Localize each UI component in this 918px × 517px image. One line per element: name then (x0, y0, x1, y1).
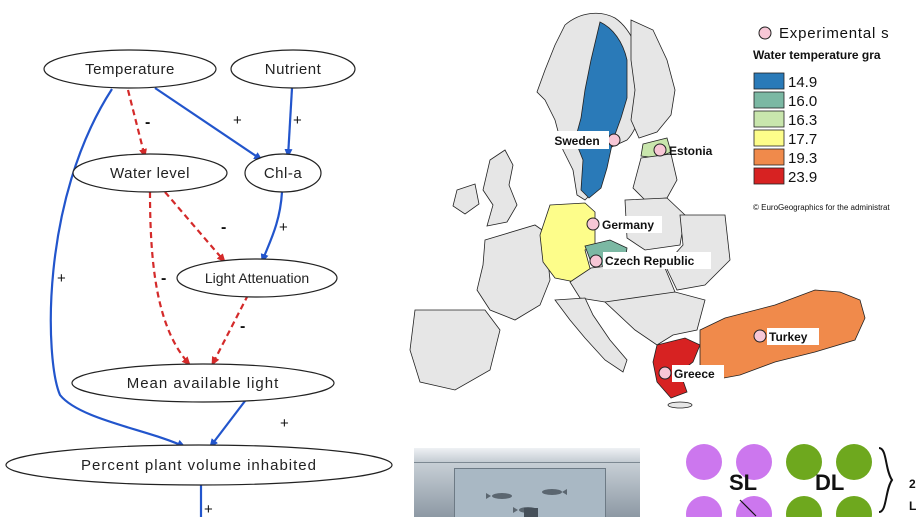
edge-temperature-chla (154, 87, 263, 161)
edge-light-attenuation-mean-light (211, 294, 249, 366)
sl-circle (686, 496, 722, 517)
dl-circle (786, 496, 822, 517)
legend-value-4: 17.7 (788, 131, 817, 148)
legend-subtitle: Water temperature gra (753, 48, 881, 62)
site-estonia-label: Estonia (669, 144, 713, 158)
legend-swatch-6 (753, 167, 785, 185)
sign-nutrient-chla: + (293, 112, 302, 129)
legend-swatch-4 (753, 129, 785, 147)
dl-circle (786, 444, 822, 480)
node-temperature: Temperature (43, 49, 217, 89)
sign-plant-volume-below: + (204, 501, 213, 517)
balkans-shape (604, 291, 706, 346)
map-legend: Experimental s Water temperature gra 14.… (753, 25, 890, 212)
sign-temperature-water-level: - (145, 114, 150, 131)
sl-circle (736, 444, 772, 480)
finland-shape (630, 19, 676, 139)
edge-mean-light-plant-volume (209, 400, 246, 448)
site-estonia: Estonia (653, 143, 713, 158)
site-czech-republic: Czech Republic (589, 252, 711, 269)
node-water-level: Water level (72, 153, 228, 193)
legend-value-3: 16.3 (788, 112, 817, 129)
baltics-shape (632, 153, 678, 201)
side-text-2: L (909, 499, 916, 513)
sign-water-level-light-attenuation: - (221, 219, 226, 236)
ireland-shape (452, 183, 480, 215)
site-greece: Greece (658, 365, 724, 382)
legend-site-marker (758, 26, 772, 40)
legend-swatch-2 (753, 91, 785, 109)
mesocosm-photo (414, 448, 640, 517)
legend-value-6: 23.9 (788, 169, 817, 186)
italy-shape (554, 297, 628, 373)
sign-chla-light-attenuation: + (279, 219, 288, 236)
edge-chla-light-attenuation (260, 191, 284, 263)
iberia-shape (409, 309, 501, 391)
group-brace (878, 447, 894, 513)
tank-rim (414, 448, 640, 463)
legend-title: Experimental s (779, 25, 889, 42)
node-percent-plant-volume-label: Percent plant volume inhabited (81, 457, 317, 474)
causal-diagram: - + + - + - - + + + Temperature Nutrient… (5, 49, 393, 517)
france-shape (476, 224, 551, 321)
node-chla: Chl-a (244, 153, 322, 193)
dl-label: DL (815, 470, 844, 495)
sign-light-attenuation-mean-light: - (240, 318, 245, 335)
site-turkey: Turkey (753, 328, 819, 345)
distance-arrow (739, 499, 757, 517)
site-czech-republic-label: Czech Republic (605, 254, 695, 268)
node-temperature-label: Temperature (85, 61, 175, 78)
edge-temperature-water-level (126, 89, 147, 158)
sign-temperature-plant-volume: + (57, 270, 66, 287)
site-greece-label: Greece (674, 367, 715, 381)
sign-water-level-mean-light: - (161, 270, 166, 287)
tank-fixture (524, 508, 538, 517)
node-percent-plant-volume: Percent plant volume inhabited (5, 444, 393, 486)
dl-circle (836, 496, 872, 517)
site-germany-label: Germany (602, 218, 654, 232)
map-credit: © EuroGeographics for the administrat (753, 203, 890, 212)
legend-swatch-1 (753, 72, 785, 90)
site-germany: Germany (586, 216, 662, 233)
sign-mean-light-plant-volume: + (280, 415, 289, 432)
node-chla-label: Chl-a (264, 165, 303, 182)
crete-shape (667, 401, 693, 409)
sign-temperature-chla: + (233, 112, 242, 129)
edge-temperature-plant-volume (49, 88, 186, 448)
node-nutrient: Nutrient (230, 49, 356, 89)
site-turkey-label: Turkey (769, 330, 808, 344)
dl-circle (836, 444, 872, 480)
sl-circle (736, 496, 772, 517)
europe-map: Sweden Estonia Germany Czech Republic Tu… (409, 12, 890, 409)
node-mean-available-light-label: Mean available light (127, 375, 280, 392)
node-mean-available-light: Mean available light (71, 363, 335, 403)
treatment-layout: SL DL 2 L (686, 444, 916, 517)
fish-icon-group (486, 489, 567, 517)
legend-swatch-5 (753, 148, 785, 166)
node-nutrient-label: Nutrient (265, 61, 322, 78)
sl-circle (686, 444, 722, 480)
edge-water-level-mean-light (148, 191, 191, 366)
site-sweden: Sweden (545, 131, 621, 149)
node-light-attenuation: Light Attenuation (176, 258, 338, 298)
legend-value-5: 19.3 (788, 150, 817, 167)
node-light-attenuation-label: Light Attenuation (205, 270, 309, 286)
site-sweden-label: Sweden (554, 134, 599, 148)
side-text-1: 2 (909, 477, 916, 491)
edge-water-level-light-attenuation (164, 191, 226, 263)
node-water-level-label: Water level (110, 165, 190, 182)
uk-shape (482, 149, 518, 227)
legend-swatch-3 (753, 110, 785, 128)
sl-label: SL (729, 470, 757, 495)
edge-nutrient-chla (284, 87, 294, 158)
legend-value-1: 14.9 (788, 74, 817, 91)
legend-value-2: 16.0 (788, 93, 817, 110)
